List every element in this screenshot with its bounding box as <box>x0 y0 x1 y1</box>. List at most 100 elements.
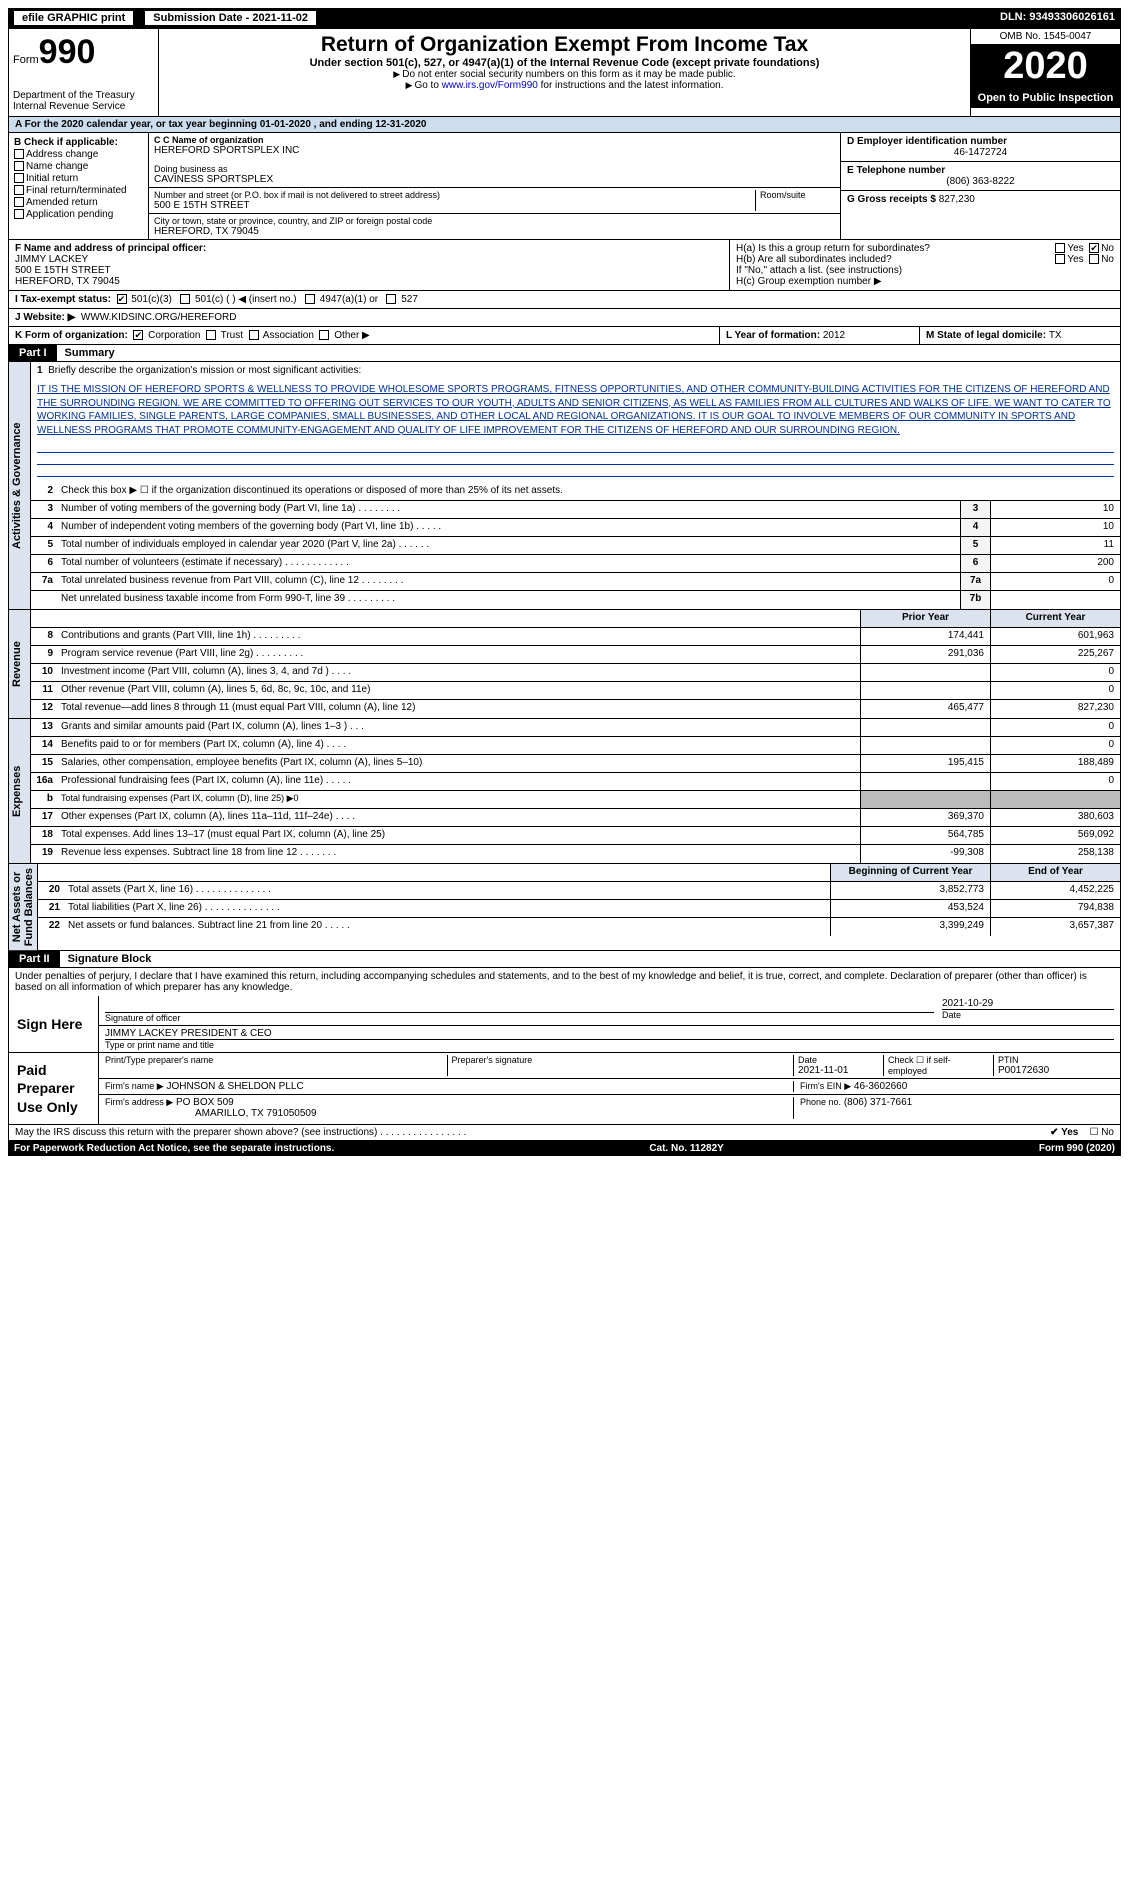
cb-final-return[interactable] <box>14 185 24 195</box>
l17-desc: Other expenses (Part IX, column (A), lin… <box>57 809 860 826</box>
form-subtitle: Under section 501(c), 527, or 4947(a)(1)… <box>167 57 962 69</box>
ein-label: D Employer identification number <box>847 136 1114 147</box>
topbar: efile GRAPHIC print Submission Date - 20… <box>8 8 1121 28</box>
l16a-py <box>860 773 990 790</box>
l19-desc: Revenue less expenses. Subtract line 18 … <box>57 845 860 863</box>
l4-val: 10 <box>990 519 1120 536</box>
cb-ha-yes[interactable] <box>1055 243 1065 253</box>
cb-assoc[interactable] <box>249 330 259 340</box>
cb-527[interactable] <box>386 294 396 304</box>
cb-other[interactable] <box>319 330 329 340</box>
l3-val: 10 <box>990 501 1120 518</box>
hdr-beginning-year: Beginning of Current Year <box>830 864 990 881</box>
cb-ha-no[interactable]: ✔ <box>1089 243 1099 253</box>
l3-box: 3 <box>960 501 990 518</box>
cb-trust[interactable] <box>206 330 216 340</box>
klm-row: K Form of organization: ✔ Corporation Tr… <box>8 327 1121 345</box>
l18-desc: Total expenses. Add lines 13–17 (must eq… <box>57 827 860 844</box>
l12-num: 12 <box>31 700 57 718</box>
form-prefix: Form <box>13 54 39 66</box>
l17-num: 17 <box>31 809 57 826</box>
l8-cy: 601,963 <box>990 628 1120 645</box>
dept-label: Department of the Treasury Internal Reve… <box>13 90 154 112</box>
cb-501c3[interactable]: ✔ <box>117 294 127 304</box>
hdr-num <box>31 610 57 627</box>
box-k: K Form of organization: ✔ Corporation Tr… <box>9 327 720 344</box>
year-formation-value: 2012 <box>823 330 845 341</box>
box-l: L Year of formation: 2012 <box>720 327 920 344</box>
expenses-section: Expenses 13Grants and similar amounts pa… <box>8 719 1121 864</box>
l15-num: 15 <box>31 755 57 772</box>
form-number: 990 <box>39 33 96 71</box>
l11-py <box>860 682 990 699</box>
l4-box: 4 <box>960 519 990 536</box>
l9-py: 291,036 <box>860 646 990 663</box>
officer-label: F Name and address of principal officer: <box>15 243 723 254</box>
l9-desc: Program service revenue (Part VIII, line… <box>57 646 860 663</box>
street-label: Number and street (or P.O. box if mail i… <box>154 190 755 200</box>
l21-desc: Total liabilities (Part X, line 26) . . … <box>64 900 830 917</box>
discuss-no[interactable]: ☐ No <box>1089 1127 1114 1138</box>
l13-py <box>860 719 990 736</box>
l16b-desc: Total fundraising expenses (Part IX, col… <box>57 791 860 808</box>
hdr-current-year: Current Year <box>990 610 1120 627</box>
firm-phone: (806) 371-7661 <box>844 1097 912 1108</box>
activities-label: Activities & Governance <box>9 362 31 609</box>
l7b-desc: Net unrelated business taxable income fr… <box>57 591 960 609</box>
box-e: E Telephone number (806) 363-8222 <box>841 162 1120 191</box>
cb-corp[interactable]: ✔ <box>133 330 143 340</box>
l5-desc: Total number of individuals employed in … <box>57 537 960 554</box>
cb-4947[interactable] <box>305 294 315 304</box>
footer-bar: For Paperwork Reduction Act Notice, see … <box>8 1141 1121 1156</box>
l20-py: 3,852,773 <box>830 882 990 899</box>
l21-py: 453,524 <box>830 900 990 917</box>
l4-desc: Number of independent voting members of … <box>57 519 960 536</box>
box-m: M State of legal domicile: TX <box>920 327 1120 344</box>
cb-address-change[interactable] <box>14 149 24 159</box>
sig-date: 2021-10-29 <box>942 998 1114 1009</box>
l11-desc: Other revenue (Part VIII, column (A), li… <box>57 682 860 699</box>
tax-status-label: I Tax-exempt status: <box>15 294 111 305</box>
part2-header: Part II Signature Block <box>8 951 1121 968</box>
gross-label: G Gross receipts $ <box>847 194 936 205</box>
cb-application-pending[interactable] <box>14 209 24 219</box>
sign-here-label: Sign Here <box>9 996 99 1052</box>
l16a-desc: Professional fundraising fees (Part IX, … <box>57 773 860 790</box>
l8-num: 8 <box>31 628 57 645</box>
l10-num: 10 <box>31 664 57 681</box>
website-value: WWW.KIDSINC.ORG/HEREFORD <box>81 312 237 323</box>
discuss-yes[interactable]: ✔ Yes <box>1050 1127 1078 1138</box>
dln-value: 93493306026161 <box>1029 11 1115 23</box>
opt-501c3: 501(c)(3) <box>131 294 172 305</box>
cb-hb-yes[interactable] <box>1055 254 1065 264</box>
paid-preparer-label: Paid Preparer Use Only <box>9 1053 99 1124</box>
box-c: C C Name of organization HEREFORD SPORTS… <box>149 133 840 239</box>
l20-desc: Total assets (Part X, line 16) . . . . .… <box>64 882 830 899</box>
public-inspection: Open to Public Inspection <box>971 88 1120 108</box>
cb-hb-no[interactable] <box>1089 254 1099 264</box>
submission-box: Submission Date - 2021-11-02 <box>145 11 316 25</box>
org-street: 500 E 15TH STREET <box>154 200 755 211</box>
dba-label: Doing business as <box>154 164 835 174</box>
hb-label: H(b) Are all subordinates included? <box>736 254 892 265</box>
irs-link[interactable]: www.irs.gov/Form990 <box>442 80 538 91</box>
opt-other: Other ▶ <box>334 330 369 341</box>
l20-num: 20 <box>38 882 64 899</box>
l13-cy: 0 <box>990 719 1120 736</box>
opt-assoc: Association <box>263 330 314 341</box>
l6-box: 6 <box>960 555 990 572</box>
cb-initial-return[interactable] <box>14 173 24 183</box>
cb-501c[interactable] <box>180 294 190 304</box>
info-right: D Employer identification number 46-1472… <box>840 133 1120 239</box>
prep-name-label: Print/Type preparer's name <box>105 1055 448 1076</box>
cb-name-change[interactable] <box>14 161 24 171</box>
ptin-label: PTIN <box>998 1055 1110 1065</box>
l7a-desc: Total unrelated business revenue from Pa… <box>57 573 960 590</box>
form-ref: Form 990 (2020) <box>1039 1143 1115 1154</box>
l14-py <box>860 737 990 754</box>
note2-post: for instructions and the latest informat… <box>538 80 724 91</box>
header-center: Return of Organization Exempt From Incom… <box>159 29 970 116</box>
cb-amended[interactable] <box>14 197 24 207</box>
org-dba: CAVINESS SPORTSPLEX <box>154 174 835 185</box>
fh-row: F Name and address of principal officer:… <box>8 240 1121 291</box>
